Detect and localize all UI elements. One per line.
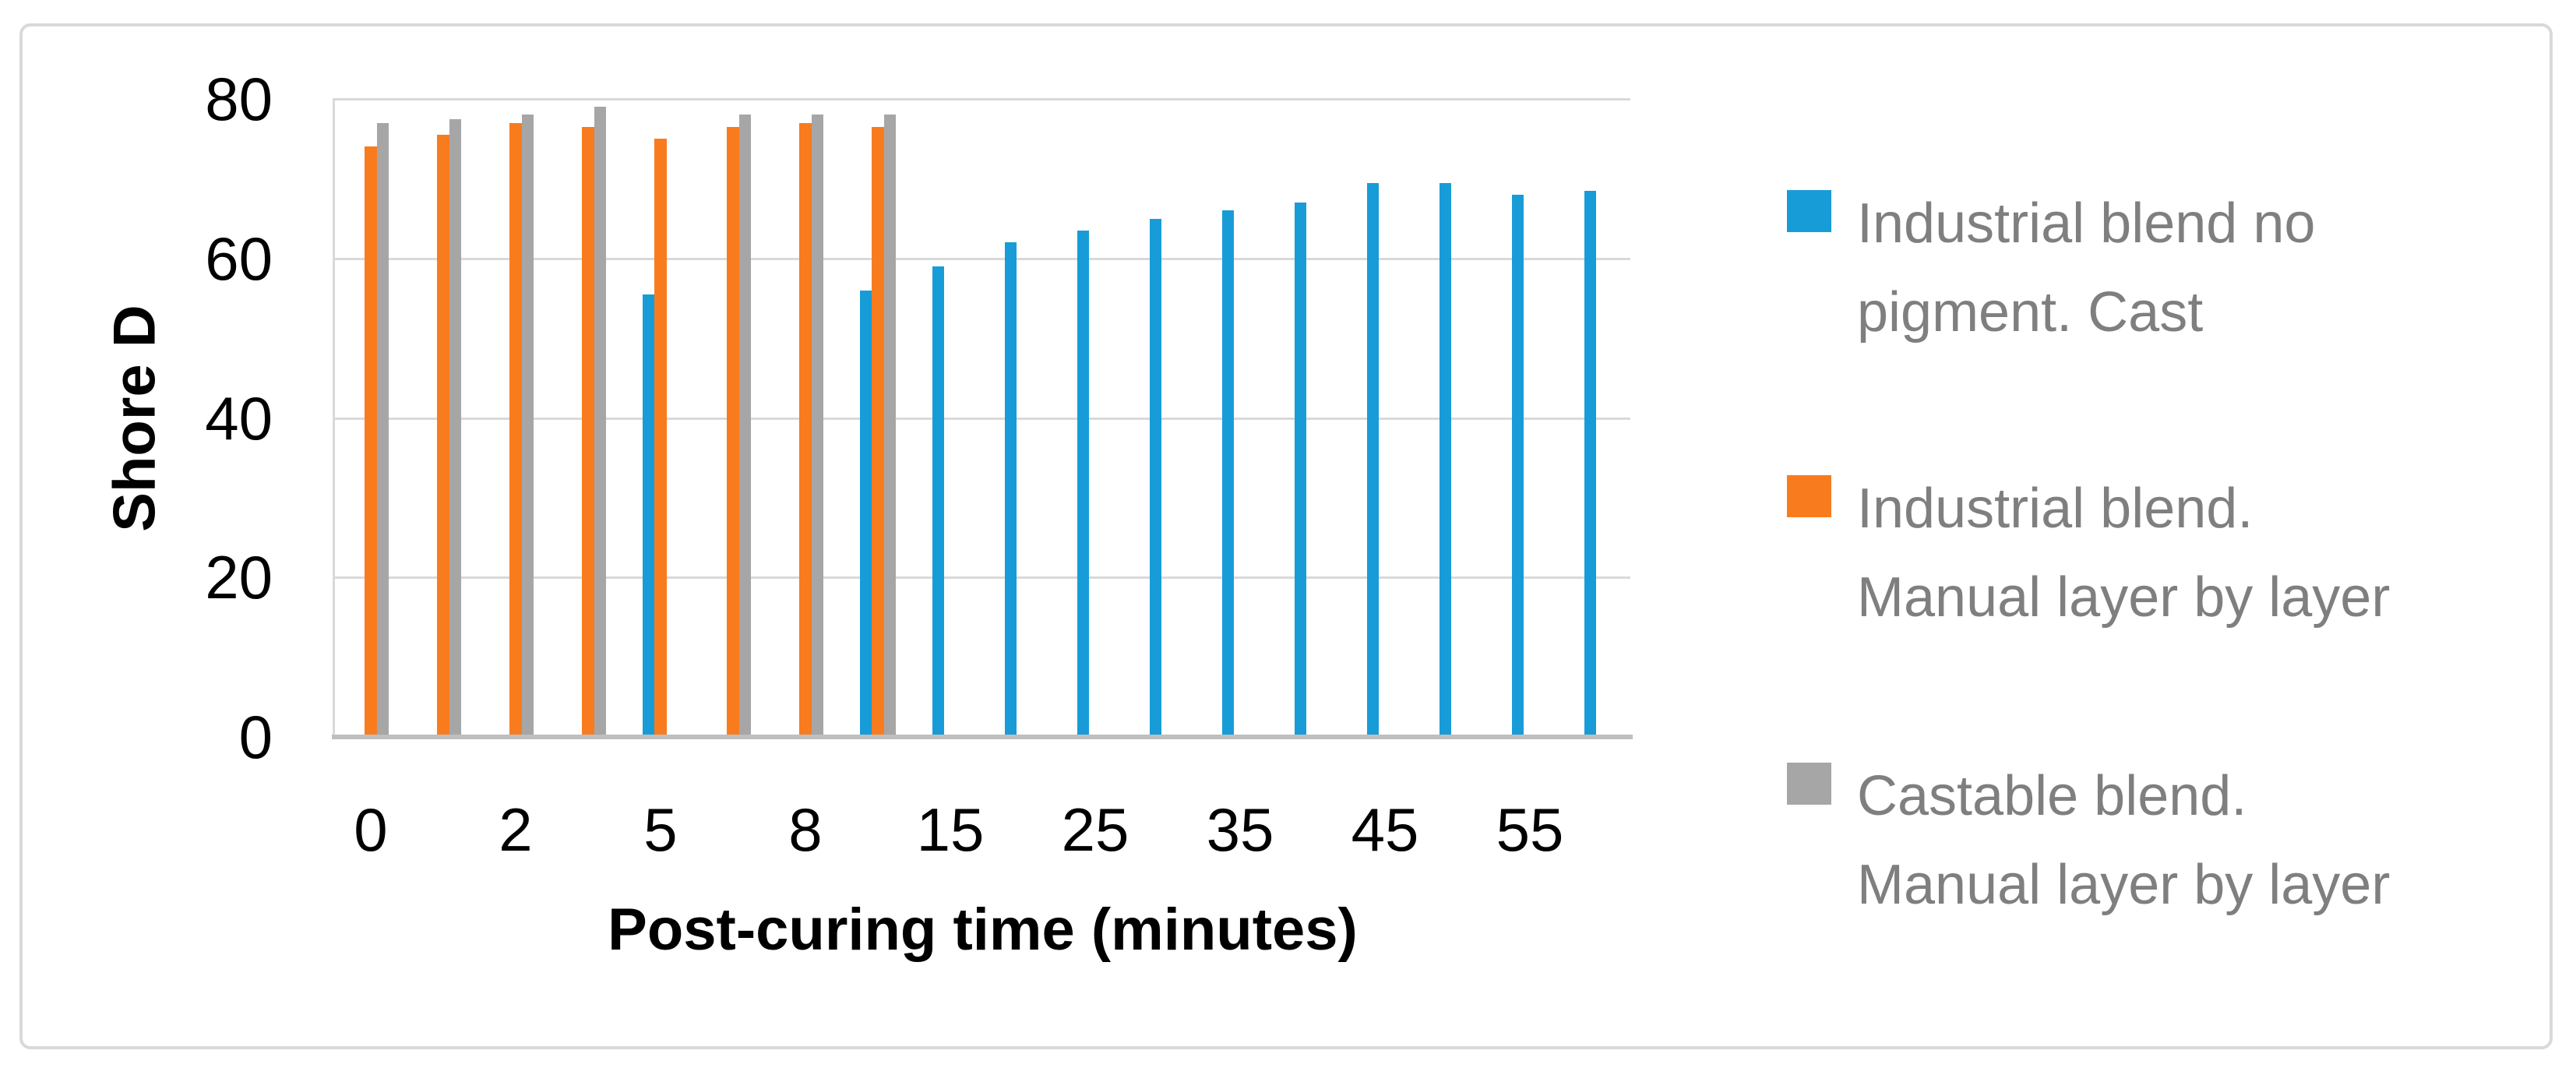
bar-40min-series0 — [1294, 203, 1307, 737]
bar-35min-series0 — [1221, 210, 1235, 737]
bar-25min-series0 — [1077, 230, 1090, 737]
bar-60min-series0 — [1584, 190, 1597, 737]
figure-border — [19, 23, 2553, 1049]
bar-45min-series0 — [1366, 182, 1380, 737]
bar-0min-series1 — [365, 146, 377, 737]
bar-1min-series1 — [437, 135, 449, 737]
legend-label-line: Castable blend. — [1857, 765, 2247, 827]
x-tick-label-55: 55 — [1496, 795, 1564, 864]
x-tick-label-25: 25 — [1061, 795, 1129, 864]
legend-label-line: Industrial blend. — [1857, 478, 2254, 540]
gridline-y80 — [333, 98, 1630, 100]
bar-5min-series1 — [654, 139, 667, 737]
x-tick-label-0: 0 — [354, 795, 388, 864]
gridline-y20 — [333, 576, 1630, 580]
legend-label-industrial-cast: Industrial blend no pigment. Cast — [1857, 179, 2315, 357]
bar-20min-series0 — [1004, 242, 1017, 737]
y-tick-label-0: 0 — [238, 703, 273, 771]
bar-15min-series0 — [932, 266, 945, 737]
bar-0min-series2 — [376, 122, 389, 737]
bar-50min-series0 — [1439, 182, 1452, 737]
legend-label-line: Industrial blend no — [1857, 192, 2316, 255]
bar-8min-series2 — [811, 115, 824, 737]
bar-10min-series1 — [872, 126, 884, 737]
gridline-y40 — [333, 417, 1630, 420]
bar-7min-series1 — [727, 126, 739, 737]
x-tick-label-45: 45 — [1351, 795, 1419, 864]
bar-1min-series2 — [449, 118, 462, 737]
y-tick-label-60: 60 — [205, 224, 273, 293]
bar-5min-series0 — [642, 294, 655, 737]
y-tick-label-20: 20 — [205, 543, 273, 612]
bar-2min-series1 — [509, 122, 522, 737]
x-tick-label-5: 5 — [643, 795, 678, 864]
bar-10min-series2 — [883, 115, 897, 737]
plot-area — [333, 98, 1630, 737]
bar-10min-series0 — [859, 290, 872, 737]
bar-8min-series1 — [799, 122, 812, 737]
legend-label-line: Manual layer by layer — [1857, 566, 2391, 629]
bar-3min-series2 — [594, 107, 607, 737]
x-axis-baseline — [332, 735, 1633, 739]
y-tick-label-40: 40 — [205, 383, 273, 453]
bar-30min-series0 — [1149, 218, 1162, 737]
legend-label-castable-manual: Castable blend. Manual layer by layer — [1857, 752, 2390, 929]
legend-label-industrial-manual: Industrial blend. Manual layer by layer — [1857, 464, 2390, 642]
bar-2min-series2 — [521, 115, 534, 737]
gridline-y60 — [333, 257, 1630, 260]
bar-3min-series1 — [582, 126, 594, 737]
legend-swatch-industrial-manual — [1787, 475, 1831, 517]
x-tick-label-15: 15 — [916, 795, 985, 864]
y-tick-label-80: 80 — [205, 65, 273, 133]
legend-label-line: Manual layer by layer — [1857, 854, 2391, 916]
x-axis-title: Post-curing time (minutes) — [608, 897, 1358, 963]
x-tick-label-8: 8 — [788, 795, 823, 864]
bar-7min-series2 — [738, 115, 752, 737]
legend-swatch-industrial-cast — [1787, 190, 1831, 232]
bar-55min-series0 — [1511, 194, 1524, 737]
legend-label-line: pigment. Cast — [1857, 281, 2204, 344]
x-tick-label-35: 35 — [1206, 795, 1274, 864]
x-tick-label-2: 2 — [499, 795, 533, 864]
legend-swatch-castable-manual — [1787, 763, 1831, 805]
